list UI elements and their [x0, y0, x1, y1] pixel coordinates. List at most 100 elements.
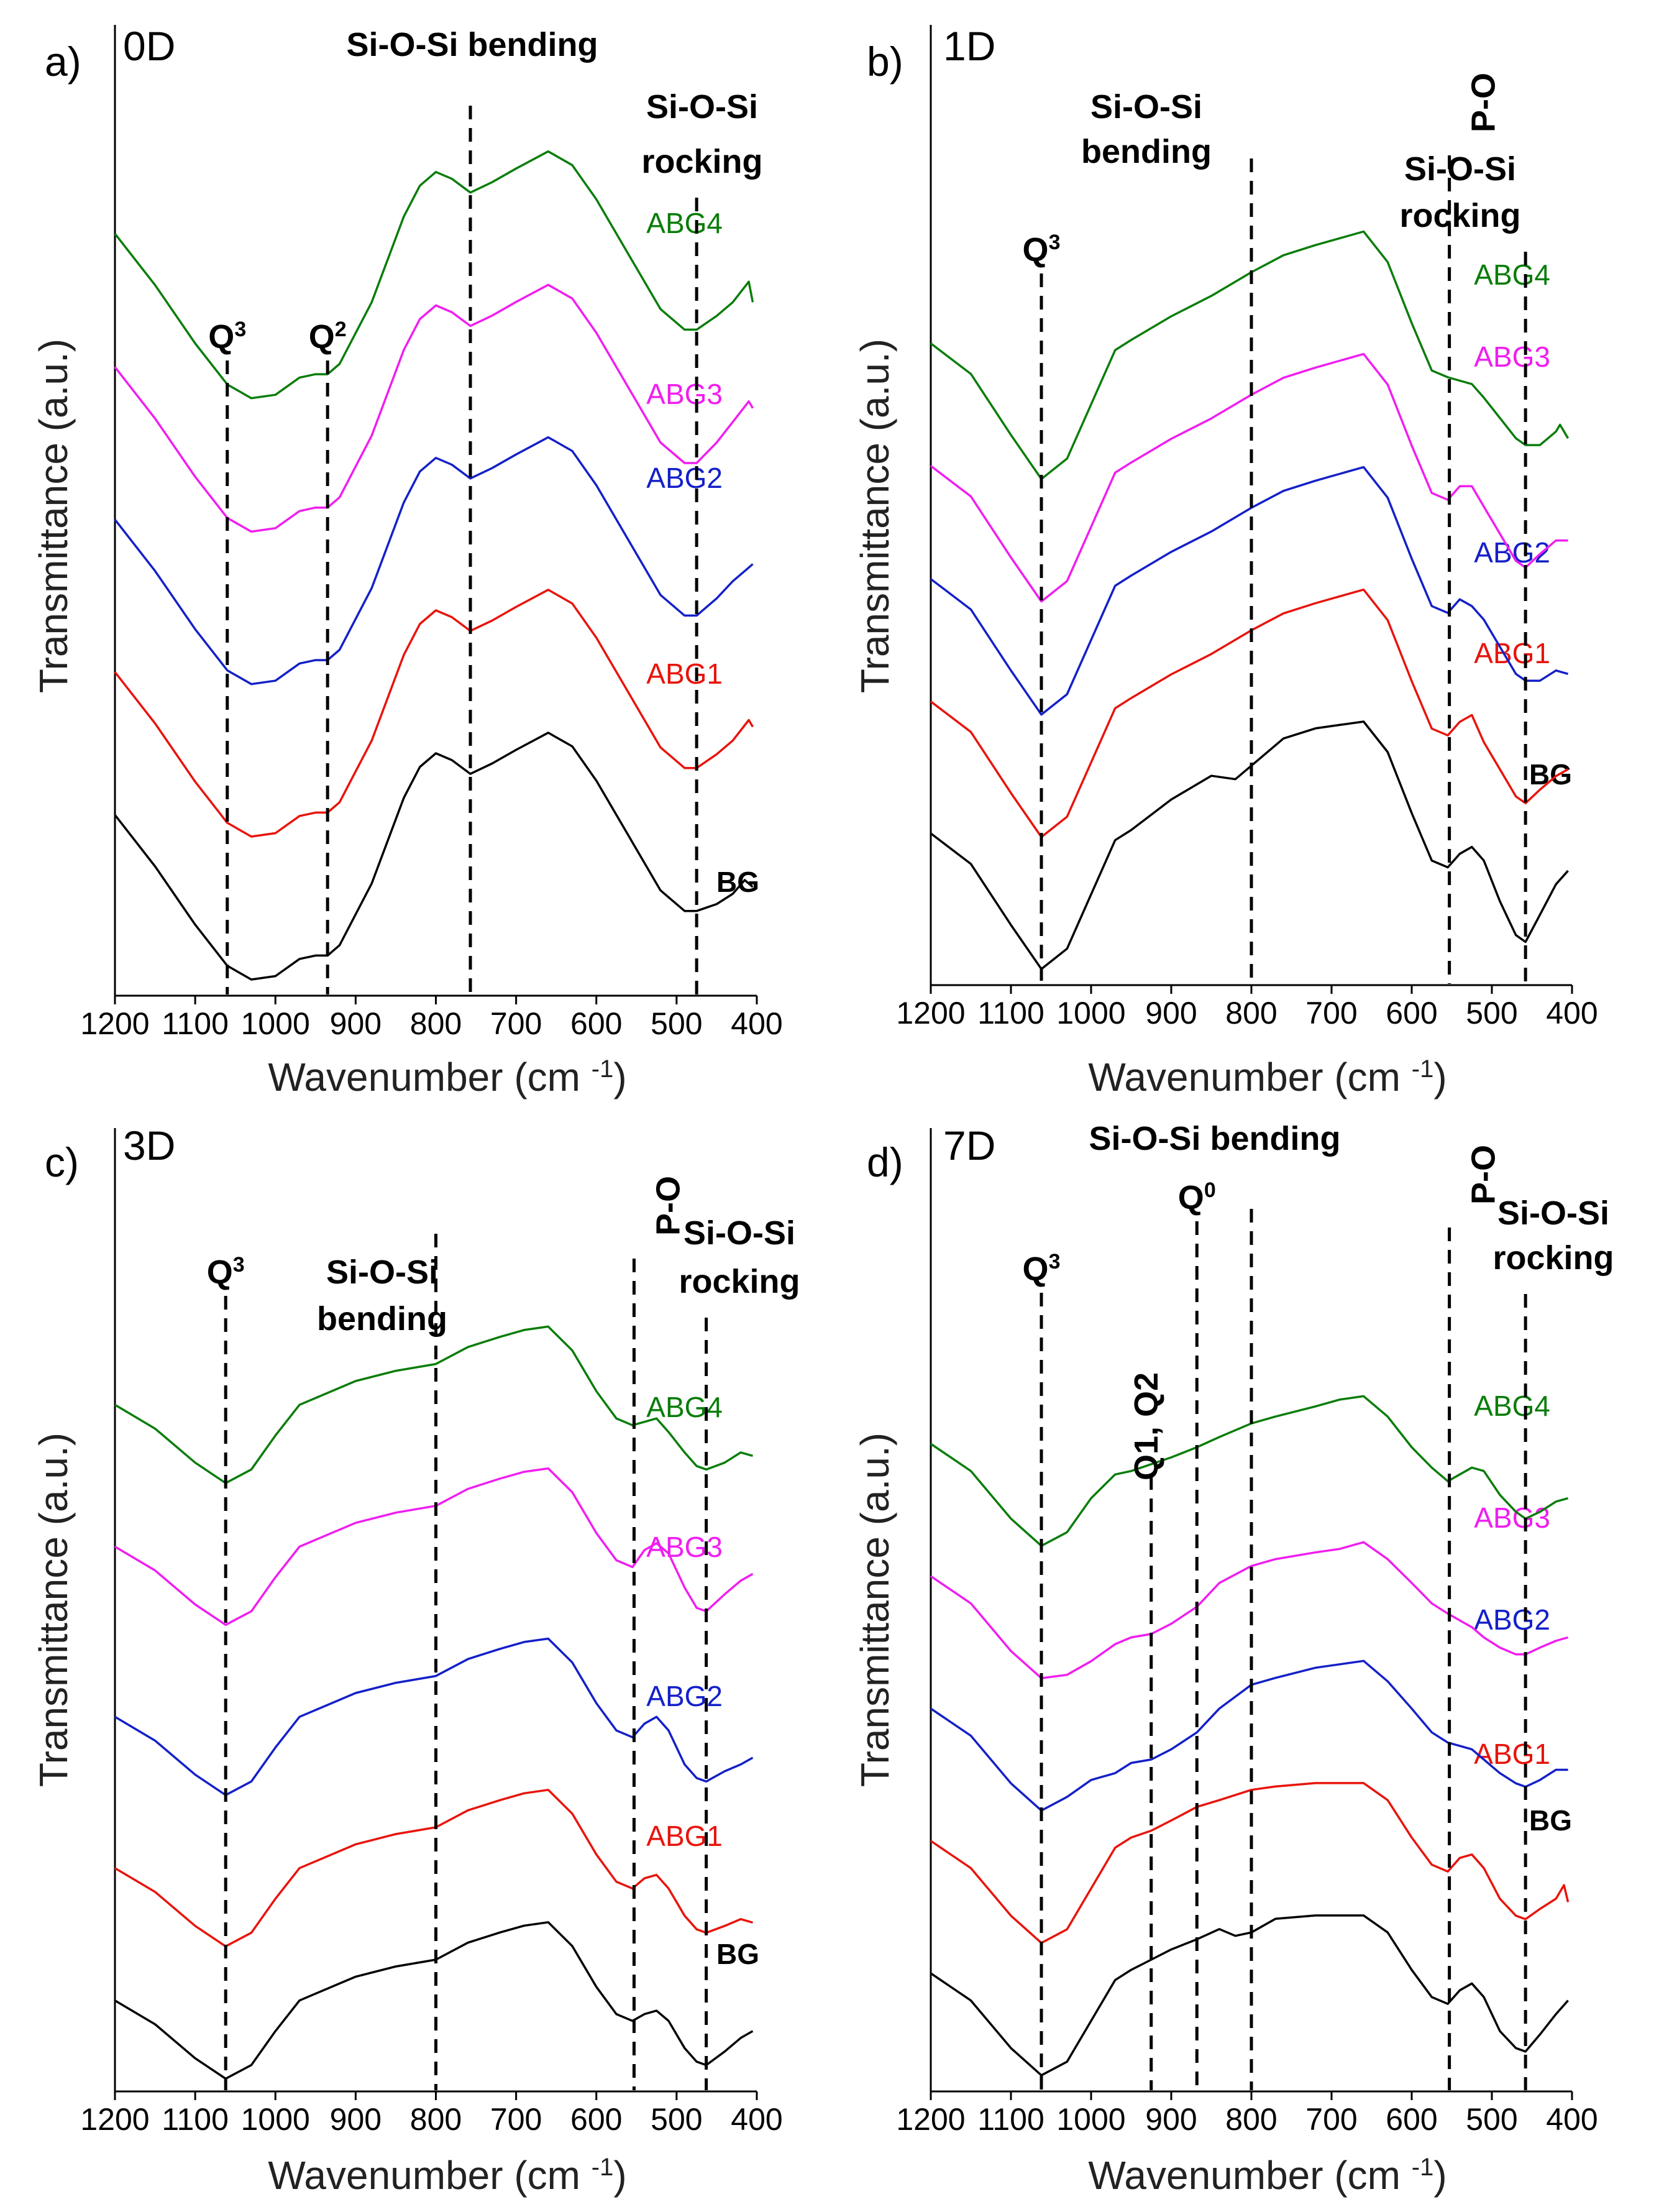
- panel-d-series-label-abg4: ABG4: [1474, 1390, 1550, 1422]
- panel-d-x-axis-title-base: Wavenumber (cm: [1088, 2153, 1401, 2198]
- panel-d-series-label-abg2: ABG2: [1474, 1604, 1550, 1636]
- panel-a-annot-rocking-line2: rocking: [641, 143, 762, 180]
- panel-a-x-tick-label: 700: [490, 1006, 542, 1041]
- panel-a-x-tick-label: 1000: [241, 1006, 310, 1041]
- panel-d-x-axis-title: Wavenumber (cm -1): [1088, 2153, 1446, 2198]
- panel-b-series-abg2: [930, 466, 1569, 716]
- panel-d-x-tick-label: 1100: [977, 2102, 1044, 2137]
- panel-a-series-label-abg2: ABG2: [646, 462, 723, 494]
- panel-b-annot-rocking-line1: Si-O-Si: [1404, 150, 1516, 188]
- panel-c-x-axis-title-superscript: -1: [592, 2154, 614, 2181]
- panel-b-annot-q3-base: Q: [1023, 231, 1049, 268]
- panel-d-x-tick-label: 700: [1305, 2102, 1357, 2137]
- panel-d-series-abg1: [930, 1782, 1570, 1944]
- panel-a-annot-q3-base: Q: [208, 318, 234, 356]
- panel-c-series-label-bg: BG: [716, 1938, 759, 1970]
- panel-d-x-tick-label: 600: [1386, 2102, 1437, 2137]
- panel-b-annot-bending-line1: Si-O-Si: [1090, 88, 1202, 126]
- panel-d-annot-rocking-line2: rocking: [1492, 1239, 1614, 1277]
- panel-b-series-label-abg1: ABG1: [1474, 637, 1550, 669]
- panel-b: b) 1D 1200 1100 1000 900 800 700 600 500 400 BG AB…: [852, 23, 1598, 1099]
- panel-a-annot-q3-superscript: 3: [234, 318, 246, 341]
- panel-d-series-abg2: [930, 1659, 1568, 1812]
- panel-c-annot-q3-base: Q: [207, 1254, 233, 1291]
- panel-c-y-axis-title: Transmittance (a.u.): [31, 1433, 76, 1787]
- panel-a-series-label-abg4: ABG4: [646, 207, 723, 239]
- panel-c-annot-q3-superscript: 3: [233, 1253, 245, 1277]
- panel-d-series-abg3: [930, 1541, 1569, 1679]
- panel-c-annot-bending-line1: Si-O-Si: [326, 1254, 438, 1291]
- panel-a-series-abg3: [114, 283, 754, 533]
- panel-a-day-label: 0D: [123, 23, 175, 69]
- panel-d-letter: d): [867, 1139, 903, 1185]
- panel-b-series-bg: [930, 720, 1569, 970]
- panel-c-annot-p-o: P-O: [649, 1176, 687, 1236]
- panel-a: a) 0D 1200 1100 1000 900 800 700 600 500 400 BG AB…: [31, 23, 783, 1099]
- panel-a-x-tick-label: 1100: [162, 1006, 229, 1041]
- panel-d-y-axis-title: Transmittance (a.u.): [852, 1433, 897, 1787]
- panel-d-annot-q0-superscript: 0: [1204, 1178, 1216, 1202]
- panel-c-x-axis-title-base: Wavenumber (cm: [268, 2153, 580, 2198]
- panel-a-x-tick-label: 900: [330, 1006, 382, 1041]
- panel-b-x-tick-label: 900: [1145, 996, 1197, 1030]
- panel-a-annot-bending: Si-O-Si bending: [347, 26, 598, 63]
- panel-b-annot-p-o: P-O: [1465, 73, 1502, 132]
- panel-c-x-tick-label: 700: [490, 2102, 542, 2137]
- panel-a-series-abg1: [114, 589, 754, 838]
- panel-d-series-label-bg: BG: [1529, 1804, 1572, 1837]
- panel-c-series-bg: [114, 1921, 754, 2080]
- panel-a-y-axis-title: Transmittance (a.u.): [31, 339, 76, 693]
- panel-c-x-tick-label: 600: [570, 2102, 622, 2137]
- panel-d-x-tick-label: 900: [1145, 2102, 1197, 2137]
- panel-c-series-label-abg2: ABG2: [646, 1680, 723, 1712]
- panel-c-series-abg2: [114, 1637, 754, 1796]
- panel-c-x-tick-label: 900: [330, 2102, 382, 2137]
- panel-b-series-label-bg: BG: [1529, 758, 1572, 791]
- panel-d-annot-q0-base: Q: [1178, 1179, 1204, 1216]
- panel-c-series-label-abg3: ABG3: [646, 1531, 723, 1563]
- panel-b-y-axis-title: Transmittance (a.u.): [852, 339, 897, 693]
- panel-d-series-abg4: [930, 1395, 1569, 1547]
- panel-d-annot-q0: Q0: [1178, 1178, 1216, 1216]
- panel-b-annot-q3: Q3: [1023, 231, 1061, 268]
- panel-d-plot: 1200 1100 1000 900 800 700 600 500 400 BG ABG1 ABG2…: [896, 1120, 1614, 2137]
- panel-b-series-label-abg4: ABG4: [1474, 259, 1550, 291]
- panel-c-annot-q3: Q3: [207, 1253, 245, 1291]
- panel-c-x-axis-title-close: ): [613, 2153, 626, 2198]
- panel-d-annot-q3: Q3: [1023, 1250, 1061, 1288]
- panel-a-annot-q2: Q2: [309, 318, 347, 356]
- panel-c-annot-rocking-line1: Si-O-Si: [683, 1214, 795, 1252]
- panel-d-annot-q1-q2: Q1, Q2: [1128, 1372, 1165, 1480]
- panel-c-x-tick-label: 1200: [80, 2102, 149, 2137]
- panel-b-x-tick-label: 500: [1466, 996, 1517, 1030]
- panel-c-x-tick-label: 1100: [162, 2102, 229, 2137]
- panel-a-plot: 1200 1100 1000 900 800 700 600 500 400 BG ABG1 ABG2…: [80, 25, 783, 1041]
- panel-b-x-axis-title-superscript: -1: [1412, 1055, 1434, 1083]
- panel-d-x-tick-label: 1200: [896, 2102, 965, 2137]
- panel-a-x-axis-title: Wavenumber (cm -1): [268, 1055, 626, 1099]
- panel-b-series-label-abg3: ABG3: [1474, 341, 1550, 373]
- panel-d-annot-q3-superscript: 3: [1049, 1250, 1061, 1274]
- panel-d-day-label: 7D: [943, 1122, 995, 1168]
- panel-b-x-tick-label: 1100: [977, 996, 1044, 1030]
- panel-c: c) 3D 1200 1100 1000 900 800 700 600 500 400 BG AB…: [31, 1122, 800, 2198]
- panel-b-annot-rocking-line2: rocking: [1399, 197, 1520, 234]
- panel-b-x-tick-label: 400: [1546, 996, 1597, 1030]
- panel-a-annot-q2-base: Q: [309, 318, 335, 356]
- panel-c-series-label-abg4: ABG4: [646, 1391, 723, 1423]
- panel-c-series-label-abg1: ABG1: [646, 1820, 723, 1852]
- panel-d-x-axis-title-superscript: -1: [1412, 2154, 1434, 2181]
- panel-d-x-tick-label: 1000: [1056, 2102, 1125, 2137]
- panel-d-x-tick-label: 500: [1466, 2102, 1517, 2137]
- panel-b-series-abg4: [930, 230, 1570, 480]
- panel-b-x-tick-label: 1000: [1056, 996, 1125, 1030]
- panel-a-x-tick-label: 500: [651, 1006, 702, 1041]
- panel-d-x-tick-label: 400: [1546, 2102, 1597, 2137]
- panel-a-x-tick-label: 800: [410, 1006, 462, 1041]
- panel-b-series-abg1: [930, 588, 1569, 838]
- panel-a-series-label-abg1: ABG1: [646, 658, 723, 690]
- panel-a-series-abg4: [114, 150, 754, 400]
- panel-a-x-axis-title-close: ): [613, 1055, 626, 1099]
- panel-b-x-tick-label: 800: [1225, 996, 1277, 1030]
- panel-b-letter: b): [867, 39, 903, 85]
